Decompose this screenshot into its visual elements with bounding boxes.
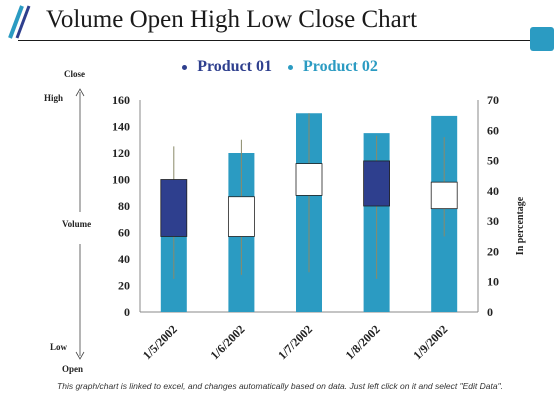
x-tick-label: 1/7/2002 [275,322,315,362]
right-tick-label: 40 [487,184,499,198]
left-tick-label: 160 [112,93,130,107]
footer-note: This graph/chart is linked to excel, and… [57,381,503,391]
left-tick-label: 100 [112,173,130,187]
side-label-volume: Volume [62,219,92,229]
open-close-box [430,181,458,210]
legend-label-product-01: Product 01 [197,58,272,75]
right-tick-label: 30 [487,214,499,228]
right-tick-label: 70 [487,93,499,107]
side-label-low: Low [50,342,68,352]
legend-label-product-02: Product 02 [303,58,378,75]
open-close-box [295,163,323,196]
left-tick-label: 140 [112,120,130,134]
x-tick-label: 1/5/2002 [140,322,180,362]
side-arrows [75,88,85,360]
right-tick-label: 60 [487,123,499,137]
legend-item-product-01: Product 01 [182,58,272,76]
right-tick-label: 0 [487,305,493,319]
left-tick-label: 20 [118,279,130,293]
left-axis-ticks: 0 20 40 60 80 100 120 140 160 [112,93,130,319]
side-arrow-up-head [75,88,85,97]
page-title: Volume Open High Low Close Chart [46,6,418,33]
side-label-high: High [44,93,64,103]
left-tick-label: 40 [118,252,130,266]
side-label-open: Open [62,364,84,374]
corner-square-decoration [530,27,554,51]
side-arrow-down-head [75,351,85,360]
open-close-box [363,160,391,207]
left-tick-label: 0 [124,305,130,319]
x-tick-label: 1/6/2002 [207,322,247,362]
title-divider [18,40,530,41]
left-tick-label: 120 [112,146,130,160]
right-tick-label: 10 [487,275,499,289]
legend-item-product-02: Product 02 [288,58,378,76]
right-axis-title: In percentage [515,196,526,255]
chart-legend: Product 01 Product 02 [0,58,560,76]
open-close-box [160,179,188,237]
legend-dot-product-02 [288,64,293,70]
left-tick-label: 60 [118,226,130,240]
right-tick-label: 50 [487,154,499,168]
legend-dot-product-01 [182,64,188,70]
x-axis-labels: 1/5/2002 1/6/2002 1/7/2002 1/8/2002 1/9/2002 [140,322,450,362]
right-axis-ticks: 0 10 20 30 40 50 60 70 [487,93,499,319]
x-tick-label: 1/8/2002 [343,322,383,362]
right-tick-label: 20 [487,244,499,258]
x-tick-label: 1/9/2002 [410,322,450,362]
left-tick-label: 80 [118,199,130,213]
open-close-box [227,196,255,237]
side-label-close: Close [64,69,85,79]
title-slash-decoration [8,5,31,39]
chart-bars [160,113,458,313]
